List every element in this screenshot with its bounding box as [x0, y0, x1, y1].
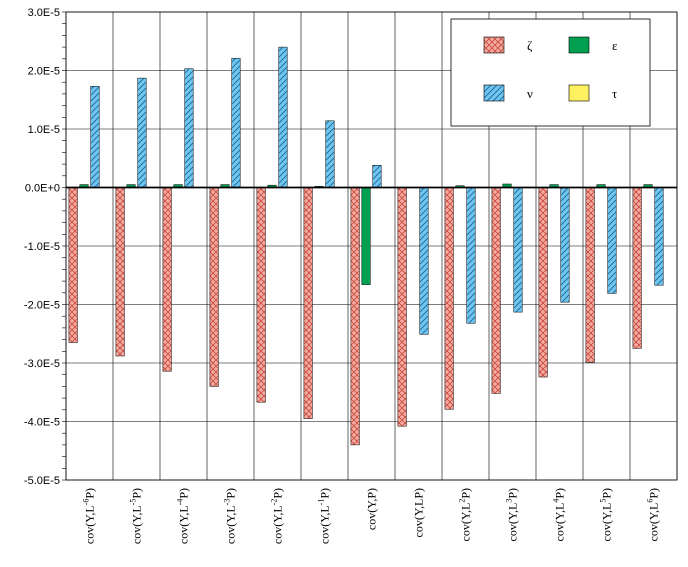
x-tick-label: cov(Y,LP) [412, 488, 426, 537]
x-tick-label: cov(Y,L4P) [552, 488, 567, 541]
bar [513, 187, 523, 313]
x-tick-label: cov(Y,L-5P) [129, 488, 144, 544]
x-tick-label: cov(Y,L5P) [599, 488, 614, 541]
legend-box [450, 18, 651, 127]
bar [231, 57, 241, 188]
legend: ζ ε ν τ [450, 18, 651, 127]
bars [68, 46, 664, 446]
bar [466, 187, 476, 324]
y-tick-label: -5.0E-5 [24, 475, 60, 487]
x-tick-label: cov(Y,L6P) [646, 488, 661, 541]
y-tick-label: -2.0E-5 [24, 300, 60, 312]
bar [585, 187, 595, 363]
bar [560, 187, 570, 303]
legend-label: ν [527, 86, 533, 101]
x-tick-label: cov(Y,L2P) [458, 488, 473, 541]
axes: 3.0E-5 2.0E-5 1.0E-5 0.0E+0 -1.0E-5 -2.0E-5 -3… [24, 7, 677, 544]
bar [607, 187, 617, 294]
bar [278, 46, 288, 188]
x-tick-label: cov(Y,L-2P) [270, 488, 285, 544]
y-tick-label: -4.0E-5 [24, 417, 60, 429]
bar [632, 187, 642, 349]
bar [444, 187, 454, 410]
legend-swatch [568, 84, 590, 102]
bar [372, 165, 382, 188]
y-tick-label: 0.0E+0 [25, 183, 60, 195]
bar [397, 187, 407, 427]
bar [256, 187, 266, 403]
legend-swatch [483, 84, 505, 102]
y-tick-label: 1.0E-5 [28, 124, 60, 136]
x-tick-label: cov(Y,P) [365, 488, 379, 530]
bar [538, 187, 548, 378]
bar [491, 187, 501, 394]
y-tick-label: -3.0E-5 [24, 358, 60, 370]
bar [361, 187, 371, 285]
legend-swatch [483, 36, 505, 54]
bar [350, 187, 360, 446]
bar [303, 187, 313, 419]
bar [68, 187, 78, 343]
x-tick-label: cov(Y,L-4P) [176, 488, 191, 544]
x-tick-label: cov(Y,L-6P) [82, 488, 97, 544]
legend-label: ζ [527, 38, 533, 53]
legend-label: τ [612, 86, 617, 101]
y-tick-label: 3.0E-5 [28, 7, 60, 19]
bar [209, 187, 219, 387]
x-tick-label: cov(Y,L-3P) [223, 488, 238, 544]
bar [162, 187, 172, 372]
bar [137, 77, 147, 188]
bar [184, 68, 194, 188]
legend-swatch [568, 36, 590, 54]
y-tick-label: -1.0E-5 [24, 241, 60, 253]
x-tick-label: cov(Y,L3P) [505, 488, 520, 541]
y-tick-label: 2.0E-5 [28, 66, 60, 78]
bar [419, 187, 429, 335]
bar [90, 86, 100, 188]
legend-label: ε [612, 38, 618, 53]
bar [115, 187, 125, 357]
bar [654, 187, 664, 286]
x-tick-label: cov(Y,L-1P) [317, 488, 332, 544]
bar [325, 120, 335, 188]
